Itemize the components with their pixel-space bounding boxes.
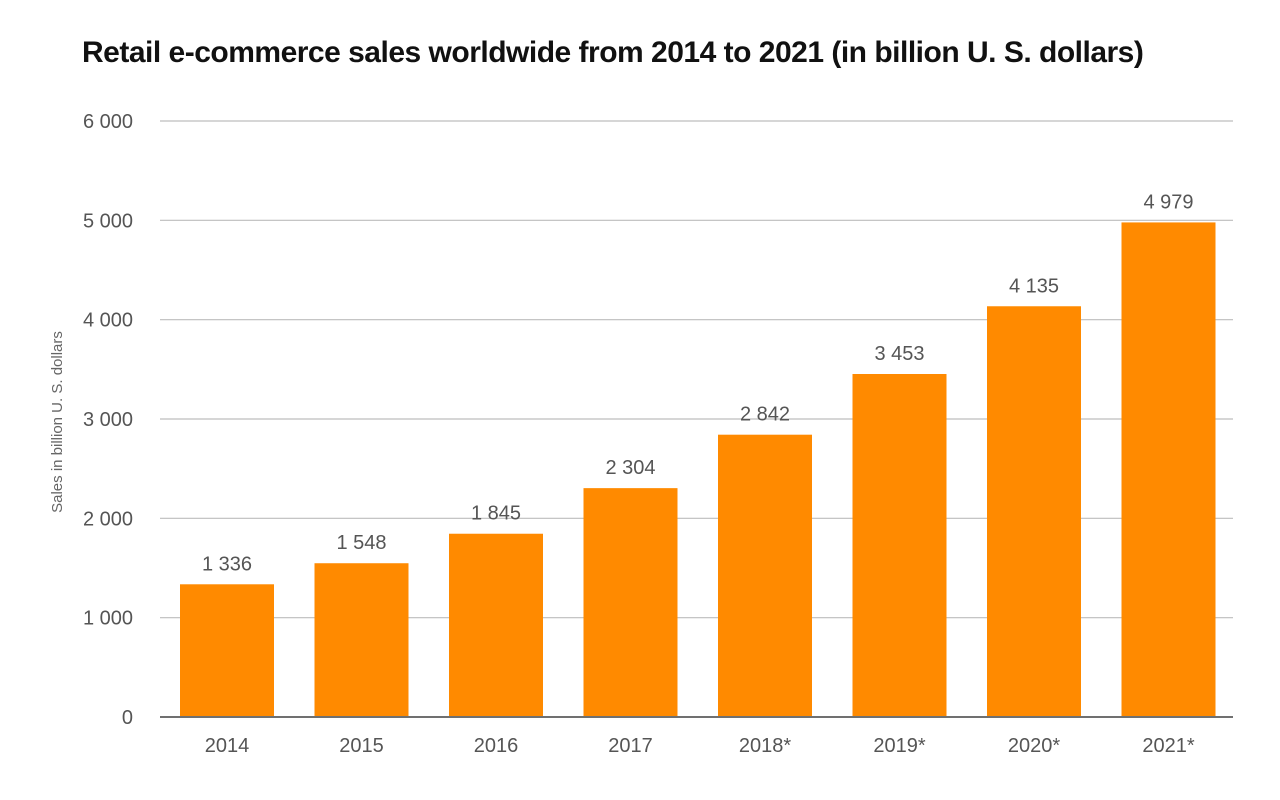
x-tick-label: 2016 <box>474 735 519 757</box>
chart-title: Retail e-commerce sales worldwide from 2… <box>82 36 1144 69</box>
y-tick-label: 2 000 <box>83 508 133 530</box>
value-labels: 1 336 1 548 1 845 2 304 2 842 3 453 4 135 4 979 <box>202 191 1194 575</box>
value-label: 1 845 <box>471 503 521 525</box>
bar-2019 <box>852 374 947 717</box>
value-label: 1 548 <box>336 532 386 554</box>
value-label: 4 979 <box>1143 191 1193 213</box>
y-tick-label: 4 000 <box>83 310 133 332</box>
bar-2021 <box>1121 222 1216 718</box>
x-axis-ticks: 2014 2015 2016 2017 2018* 2019* 2020* 2021* <box>205 735 1195 757</box>
x-tick-label: 2015 <box>339 735 384 757</box>
y-tick-label: 5 000 <box>83 210 133 232</box>
x-tick-label: 2020* <box>1008 735 1060 757</box>
value-label: 2 842 <box>740 404 790 426</box>
bar-2016 <box>449 533 543 717</box>
bar-2020 <box>987 306 1081 717</box>
y-axis-ticks: 0 1 000 2 000 3 000 4 000 5 000 6 000 <box>83 111 133 729</box>
y-axis-title: Sales in billion U. S. dollars <box>49 331 66 513</box>
y-tick-label: 6 000 <box>83 111 133 133</box>
y-tick-label: 3 000 <box>83 409 133 431</box>
x-tick-label: 2019* <box>873 735 925 757</box>
bar-2017 <box>583 488 678 717</box>
x-tick-label: 2017 <box>608 735 653 757</box>
x-tick-label: 2014 <box>205 735 250 757</box>
x-tick-label: 2021* <box>1142 735 1194 757</box>
value-label: 2 304 <box>605 457 655 479</box>
bar-2014 <box>180 584 274 717</box>
y-tick-label: 0 <box>122 707 133 729</box>
y-tick-label: 1 000 <box>83 608 133 630</box>
x-tick-label: 2018* <box>739 735 791 757</box>
bar-2015 <box>314 563 409 717</box>
bars <box>180 222 1216 718</box>
bar-2018 <box>718 434 812 717</box>
value-label: 3 453 <box>874 343 924 365</box>
value-label: 4 135 <box>1009 275 1059 297</box>
value-label: 1 336 <box>202 553 252 575</box>
